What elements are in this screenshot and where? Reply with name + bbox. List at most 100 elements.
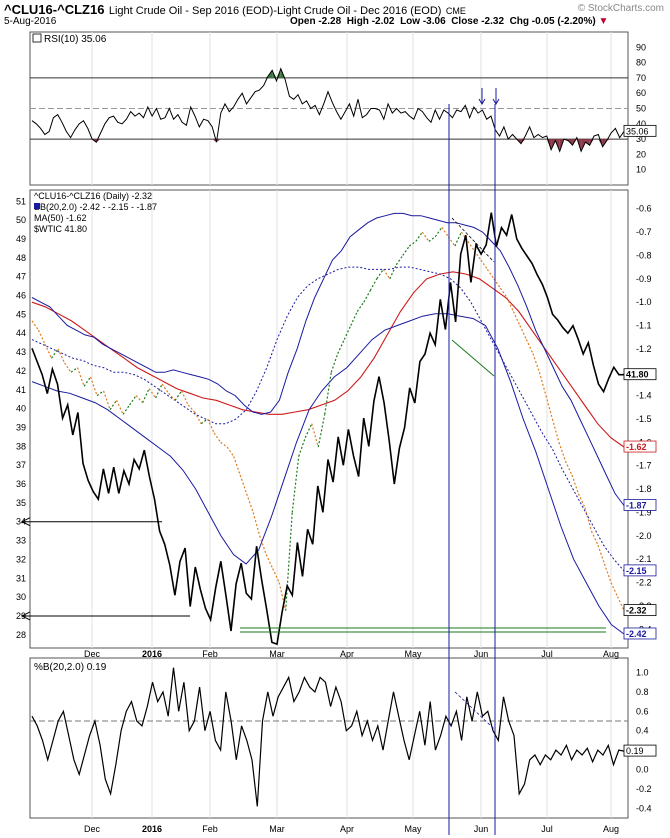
spread-segment — [571, 474, 580, 494]
left-y-tick: 36 — [16, 479, 26, 489]
badge-wtic: 41.80 — [626, 370, 649, 380]
spread-segment — [389, 264, 397, 280]
spread-segment — [220, 441, 228, 448]
rsi-arrow-head — [492, 98, 500, 105]
spread-segment — [116, 400, 124, 415]
spread-segment — [122, 404, 131, 415]
spread-segment — [246, 493, 254, 513]
spread-segment — [129, 395, 137, 406]
spread-segment — [311, 423, 319, 448]
rsi-y-tick: 40 — [636, 119, 646, 129]
rsi-y-tick: 20 — [636, 149, 646, 159]
legend-ma: MA(50) -1.62 — [34, 213, 87, 223]
spread-segment — [506, 297, 514, 312]
right-y-tick: -1.5 — [636, 414, 652, 424]
right-y-tick: -0.8 — [636, 250, 652, 260]
rsi-last-badge-box — [623, 124, 657, 137]
spread-segment — [525, 339, 534, 354]
rsi-y-tick: 90 — [636, 42, 646, 52]
right-y-tick: -1.7 — [636, 461, 652, 471]
left-y-tick: 47 — [16, 272, 26, 282]
left-y-tick: 42 — [16, 366, 26, 376]
rsi-oversold-fill — [585, 139, 590, 146]
trend-annotation-green — [451, 339, 495, 377]
spread-segment — [155, 383, 163, 399]
spread-segment — [317, 414, 326, 448]
right-y-tick: -1.0 — [636, 297, 652, 307]
chart-header: ^CLU16-^CLZ16 Light Crude Oil - Sep 2016… — [4, 1, 666, 31]
spread-segment — [239, 474, 248, 494]
x-label-bottom: Aug — [603, 824, 619, 834]
legend-bb: BB(20,2.0) -2.42 - -2.15 - -1.87 — [34, 202, 157, 212]
left-y-tick: 31 — [16, 573, 26, 583]
spread-segment — [96, 390, 104, 397]
spread-segment — [441, 227, 449, 238]
spread-segment — [168, 392, 176, 401]
spread-segment — [200, 418, 208, 425]
bb-mid-line — [31, 266, 625, 572]
spread-segment — [512, 311, 521, 326]
left-y-tick: 39 — [16, 422, 26, 432]
spread-segment — [83, 376, 92, 387]
spread-segment — [64, 362, 72, 373]
spread-segment — [532, 353, 540, 373]
spread-segment — [499, 287, 508, 298]
spread-segment — [382, 269, 391, 280]
right-y-tick: -0.6 — [636, 204, 652, 214]
ma-line — [31, 271, 625, 448]
spread-segment — [181, 390, 189, 406]
high-value: High -2.02 — [346, 16, 395, 27]
left-y-tick: 50 — [16, 215, 26, 225]
badge-bb-upper-box — [623, 499, 657, 511]
arrow-34-head — [20, 517, 31, 527]
left-y-tick: 44 — [16, 328, 26, 338]
badge-spread: -2.32 — [626, 606, 647, 616]
pctb-y-tick: -0.2 — [636, 784, 652, 794]
spread-segment — [285, 512, 293, 611]
chart-date: 5-Aug-2016 — [4, 16, 57, 27]
spread-segment — [89, 376, 98, 396]
spread-segment — [207, 418, 215, 434]
rsi-legend-swatch — [32, 33, 42, 43]
spread-segment — [603, 563, 612, 583]
left-y-tick: 28 — [16, 630, 26, 640]
legend-spread: ^CLU16-^CLZ16 (Daily) -2.32 — [34, 191, 152, 201]
spread-segment — [324, 372, 332, 415]
spread-segment — [142, 388, 150, 403]
left-y-tick: 46 — [16, 291, 26, 301]
rsi-y-tick: 70 — [636, 73, 646, 83]
stockcharts-logo: © StockCharts.com — [577, 3, 664, 14]
spread-segment — [102, 390, 111, 410]
pctb-last-badge: 0.19 — [626, 746, 644, 756]
spread-segment — [564, 460, 573, 476]
spread-segment — [148, 388, 157, 399]
rsi-y-tick: 10 — [636, 165, 646, 175]
rsi-y-tick: 80 — [636, 58, 646, 68]
pctb-y-tick: -0.4 — [636, 803, 652, 813]
spread-segment — [174, 390, 183, 401]
right-y-tick: -1.8 — [636, 484, 652, 494]
spread-segment — [76, 367, 85, 387]
spread-segment — [356, 301, 365, 312]
right-y-tick: -2.1 — [636, 554, 652, 564]
pctb-y-tick: 0.6 — [636, 706, 649, 716]
right-y-tick: -1.9 — [636, 507, 652, 517]
spread-segment — [278, 582, 287, 611]
x-label-main: Feb — [202, 649, 218, 659]
spread-segment — [265, 554, 274, 569]
left-y-tick: 37 — [16, 460, 26, 470]
spread-segment — [519, 325, 527, 340]
spread-segment — [291, 456, 300, 513]
spread-segment — [480, 259, 488, 270]
left-y-tick: 35 — [16, 498, 26, 508]
badge-bb-mid: -2.15 — [626, 566, 647, 576]
badge-bb-mid-box — [623, 564, 657, 577]
badge-bb-upper: -1.87 — [626, 500, 647, 510]
spread-segment — [233, 456, 241, 476]
spread-segment — [298, 437, 306, 457]
spread-segment — [584, 507, 593, 532]
pctb-y-tick: 0.4 — [636, 726, 649, 736]
x-label-bottom: Dec — [84, 824, 101, 834]
left-y-tick: 38 — [16, 441, 26, 451]
